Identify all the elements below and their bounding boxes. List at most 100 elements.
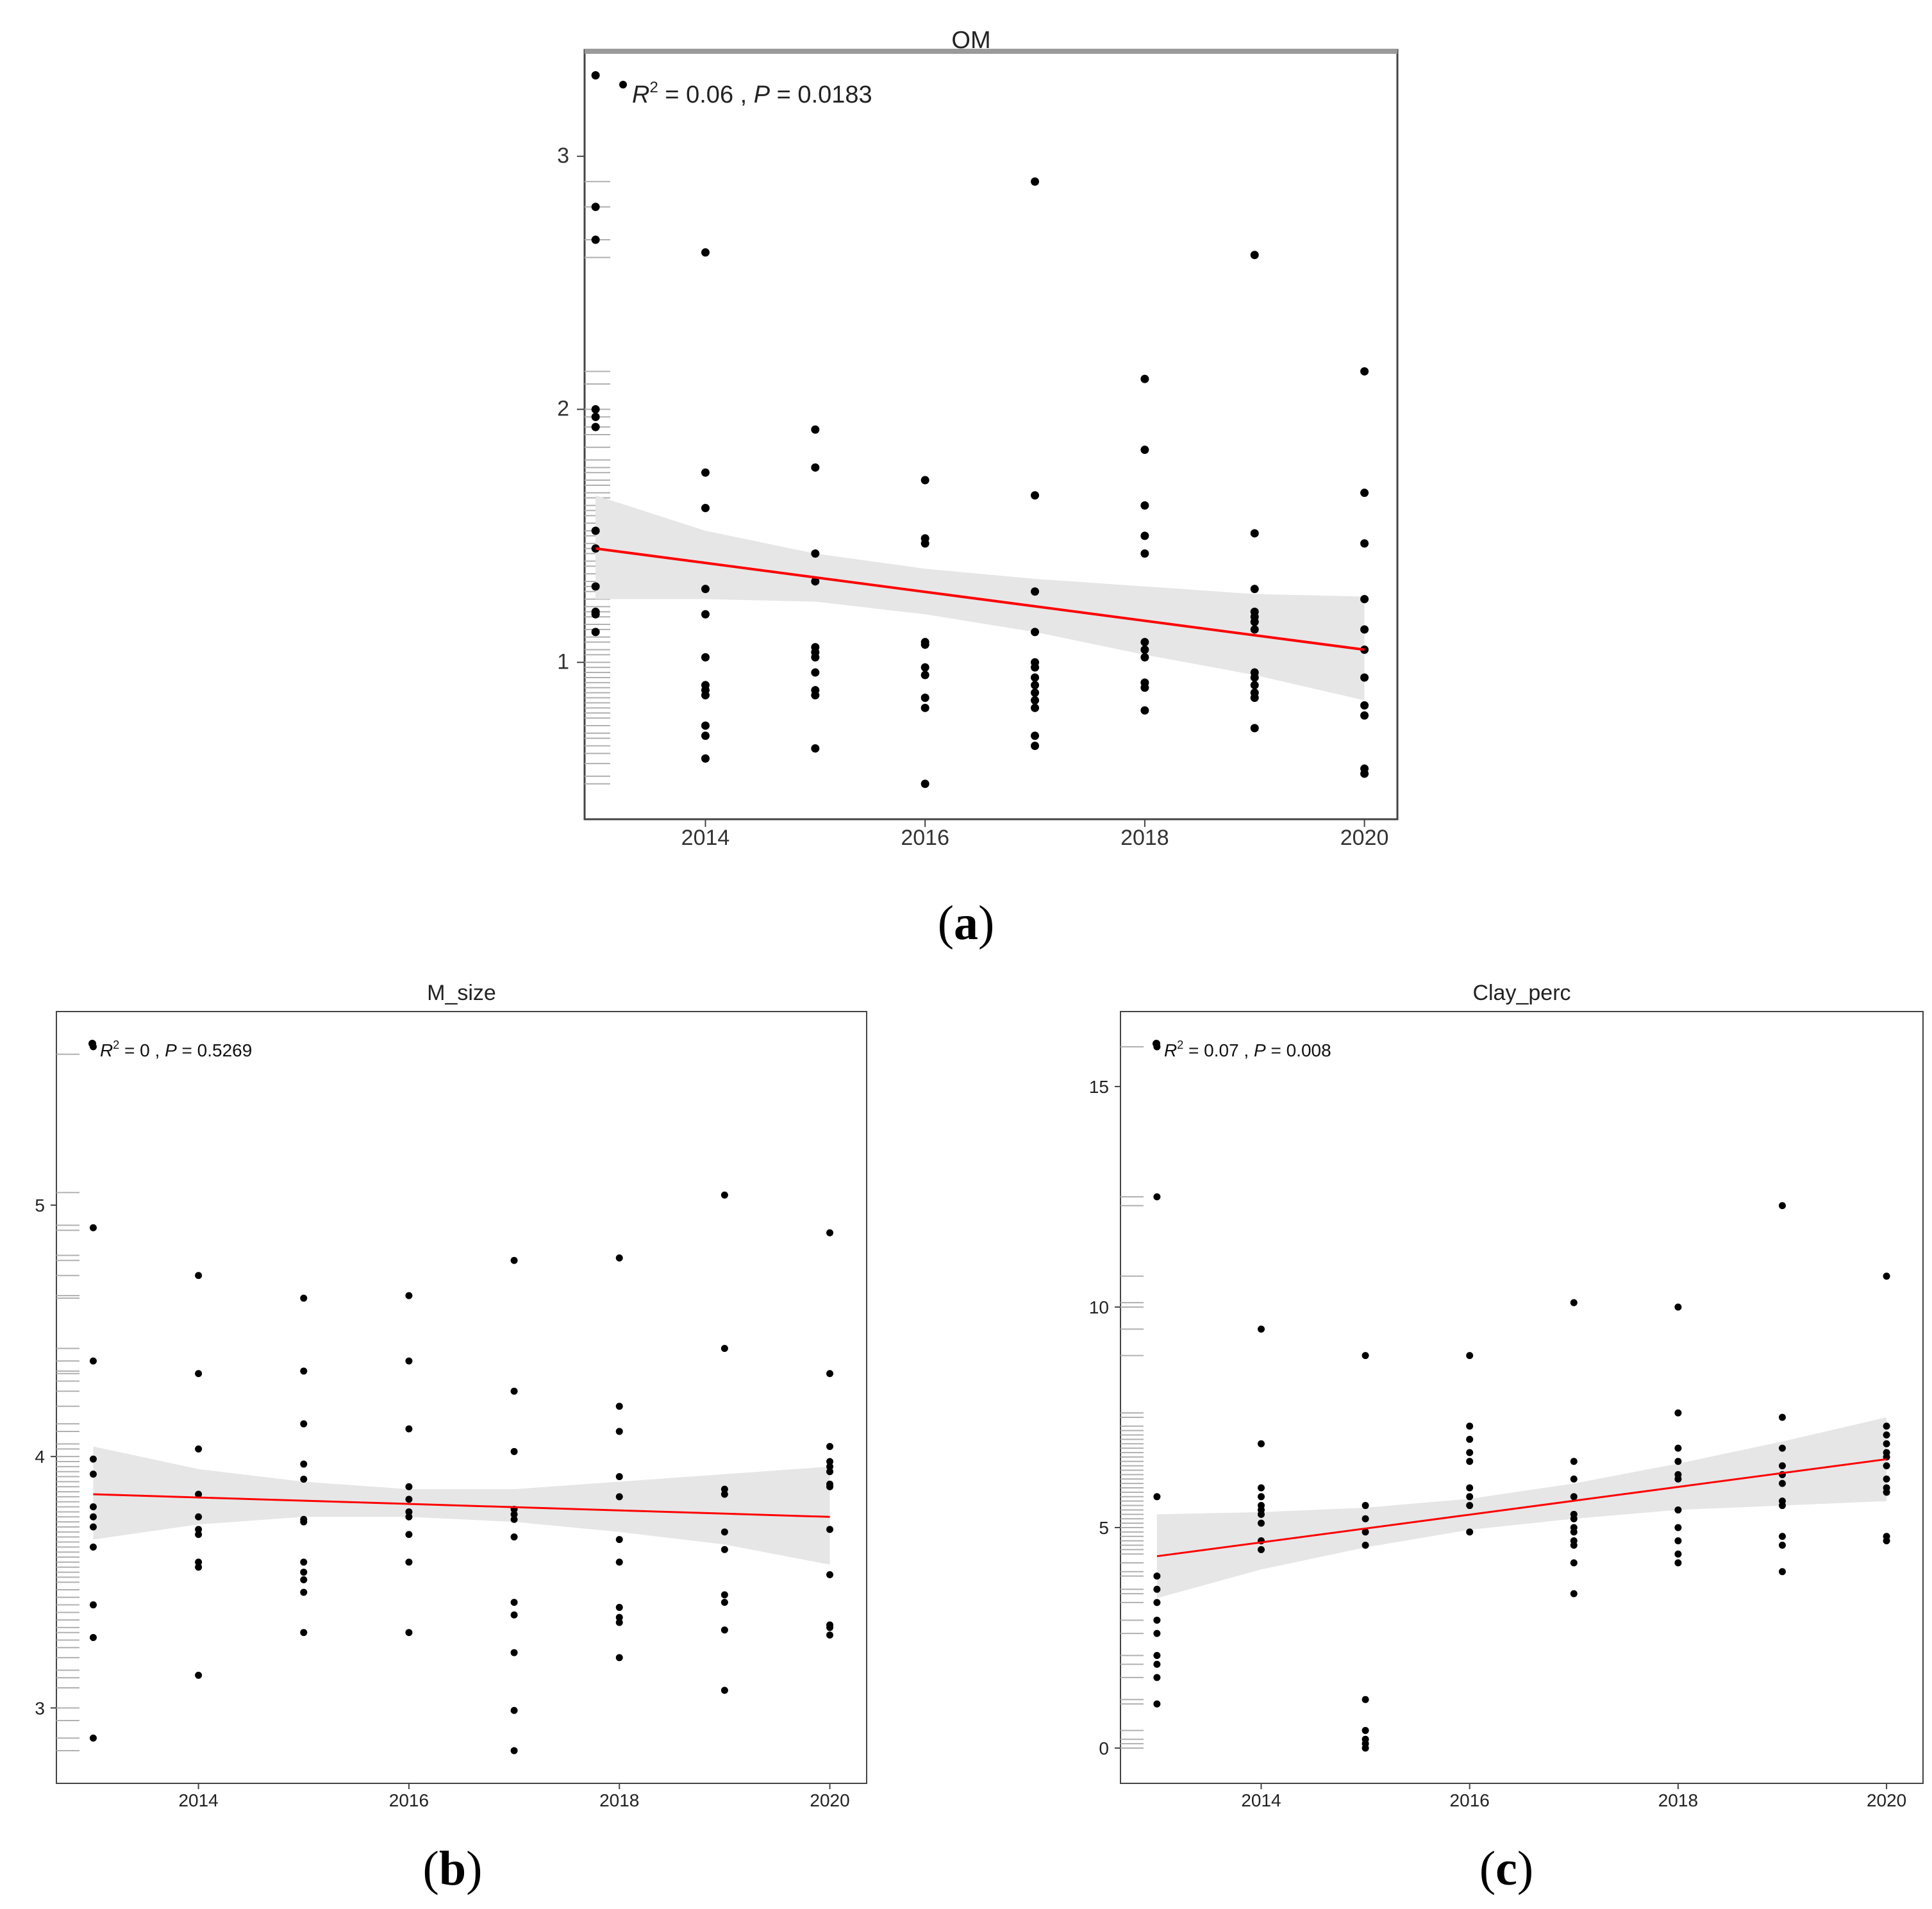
- data-point: [405, 1629, 413, 1637]
- data-point: [615, 1536, 623, 1544]
- data-point: [1258, 1519, 1265, 1527]
- chart-clay-perc: Clay_perc R2 = 0.07 , P = 0.008 2014 2016…: [1089, 981, 1924, 1810]
- data-point: [1362, 1744, 1369, 1752]
- data-point: [510, 1649, 518, 1656]
- data-point: [1466, 1352, 1474, 1360]
- data-point: [720, 1528, 728, 1536]
- data-point: [615, 1619, 623, 1626]
- data-point: [701, 610, 710, 619]
- data-point: [1140, 374, 1149, 383]
- data-point: [510, 1256, 518, 1264]
- data-point: [405, 1425, 413, 1433]
- data-point: [1883, 1537, 1890, 1545]
- data-point: [1883, 1422, 1890, 1430]
- data-point: [615, 1558, 623, 1566]
- y-tick-label: 3: [557, 144, 569, 168]
- data-point: [811, 653, 820, 662]
- data-point: [1570, 1299, 1578, 1306]
- data-point: [1570, 1559, 1578, 1567]
- data-point: [1153, 1599, 1161, 1606]
- data-point: [1778, 1444, 1786, 1452]
- plot-frame: [56, 1011, 867, 1784]
- data-point: [701, 468, 710, 477]
- data-point: [615, 1603, 623, 1611]
- data-point: [1360, 673, 1369, 682]
- data-point: [300, 1558, 308, 1566]
- data-point: [1258, 1493, 1265, 1501]
- data-point: [1031, 681, 1040, 690]
- data-point: [720, 1485, 728, 1493]
- data-point: [1360, 367, 1369, 376]
- data-point: [1674, 1506, 1682, 1513]
- data-point: [1250, 694, 1259, 703]
- data-point: [1258, 1440, 1265, 1447]
- y-rug: [1120, 1046, 1144, 1749]
- data-point: [701, 653, 710, 662]
- data-point: [920, 671, 929, 679]
- chart-om: OM R2 = 0.06 , P = 0.0183 2014 2016 2018 20…: [557, 27, 1399, 850]
- data-point: [591, 412, 600, 421]
- data-point: [405, 1496, 413, 1503]
- data-point: [701, 691, 710, 700]
- plot-frame: [583, 49, 1399, 821]
- data-point: [1360, 769, 1369, 778]
- data-point: [405, 1508, 413, 1515]
- p-value: = 0.0183: [770, 81, 872, 108]
- data-point: [195, 1563, 203, 1571]
- r2-symbol: R: [632, 81, 649, 108]
- panel-label-c: (c): [1479, 1842, 1533, 1896]
- x-tick-label: 2020: [810, 1790, 849, 1810]
- data-point: [1778, 1480, 1786, 1487]
- data-point: [195, 1671, 203, 1679]
- y-tick-label: 4: [35, 1447, 45, 1467]
- data-point: [1153, 1630, 1161, 1637]
- data-point: [591, 610, 600, 619]
- x-tick-label: 2016: [1450, 1790, 1490, 1810]
- data-point: [1674, 1303, 1682, 1311]
- chart-title: Clay_perc: [1472, 981, 1570, 1005]
- data-point: [1778, 1413, 1786, 1421]
- data-point: [1153, 1572, 1161, 1580]
- data-point: [826, 1631, 834, 1639]
- data-point: [1362, 1352, 1369, 1360]
- data-point: [1570, 1541, 1578, 1549]
- x-tick-label: 2016: [901, 826, 949, 850]
- data-point: [920, 663, 929, 672]
- data-point: [1258, 1484, 1265, 1492]
- data-point: [591, 235, 600, 244]
- data-point: [1258, 1510, 1265, 1518]
- data-point: [300, 1588, 308, 1596]
- data-point: [405, 1513, 413, 1521]
- data-point: [1140, 683, 1149, 692]
- data-point: [1140, 501, 1149, 510]
- data-point: [1674, 1458, 1682, 1465]
- data-point: [1250, 585, 1259, 594]
- data-point: [1360, 625, 1369, 634]
- data-point: [1674, 1559, 1682, 1567]
- annotation-bullet: [619, 81, 627, 88]
- data-point: [720, 1687, 728, 1694]
- data-point: [1140, 653, 1149, 662]
- x-tick-label: 2014: [1241, 1790, 1281, 1810]
- data-point: [1778, 1502, 1786, 1510]
- data-point: [1570, 1493, 1578, 1501]
- data-point: [615, 1403, 623, 1410]
- data-point: [1360, 595, 1369, 604]
- stats-text: R2 = 0 , P = 0.5269: [100, 1038, 252, 1060]
- data-point: [1153, 1700, 1161, 1708]
- data-point: [591, 422, 600, 431]
- data-point: [510, 1510, 518, 1518]
- data-point: [300, 1460, 308, 1468]
- data-point: [1778, 1462, 1786, 1470]
- data-point: [720, 1345, 728, 1353]
- data-point: [510, 1515, 518, 1523]
- data-point: [1031, 742, 1040, 751]
- data-point: [920, 703, 929, 712]
- r2-superscript: 2: [113, 1038, 119, 1051]
- data-point: [1250, 724, 1259, 733]
- x-tick-label: 2020: [1340, 826, 1389, 850]
- data-point: [811, 691, 820, 700]
- y-tick-label: 15: [1089, 1077, 1109, 1097]
- data-point: [195, 1370, 203, 1378]
- data-point: [1883, 1440, 1890, 1447]
